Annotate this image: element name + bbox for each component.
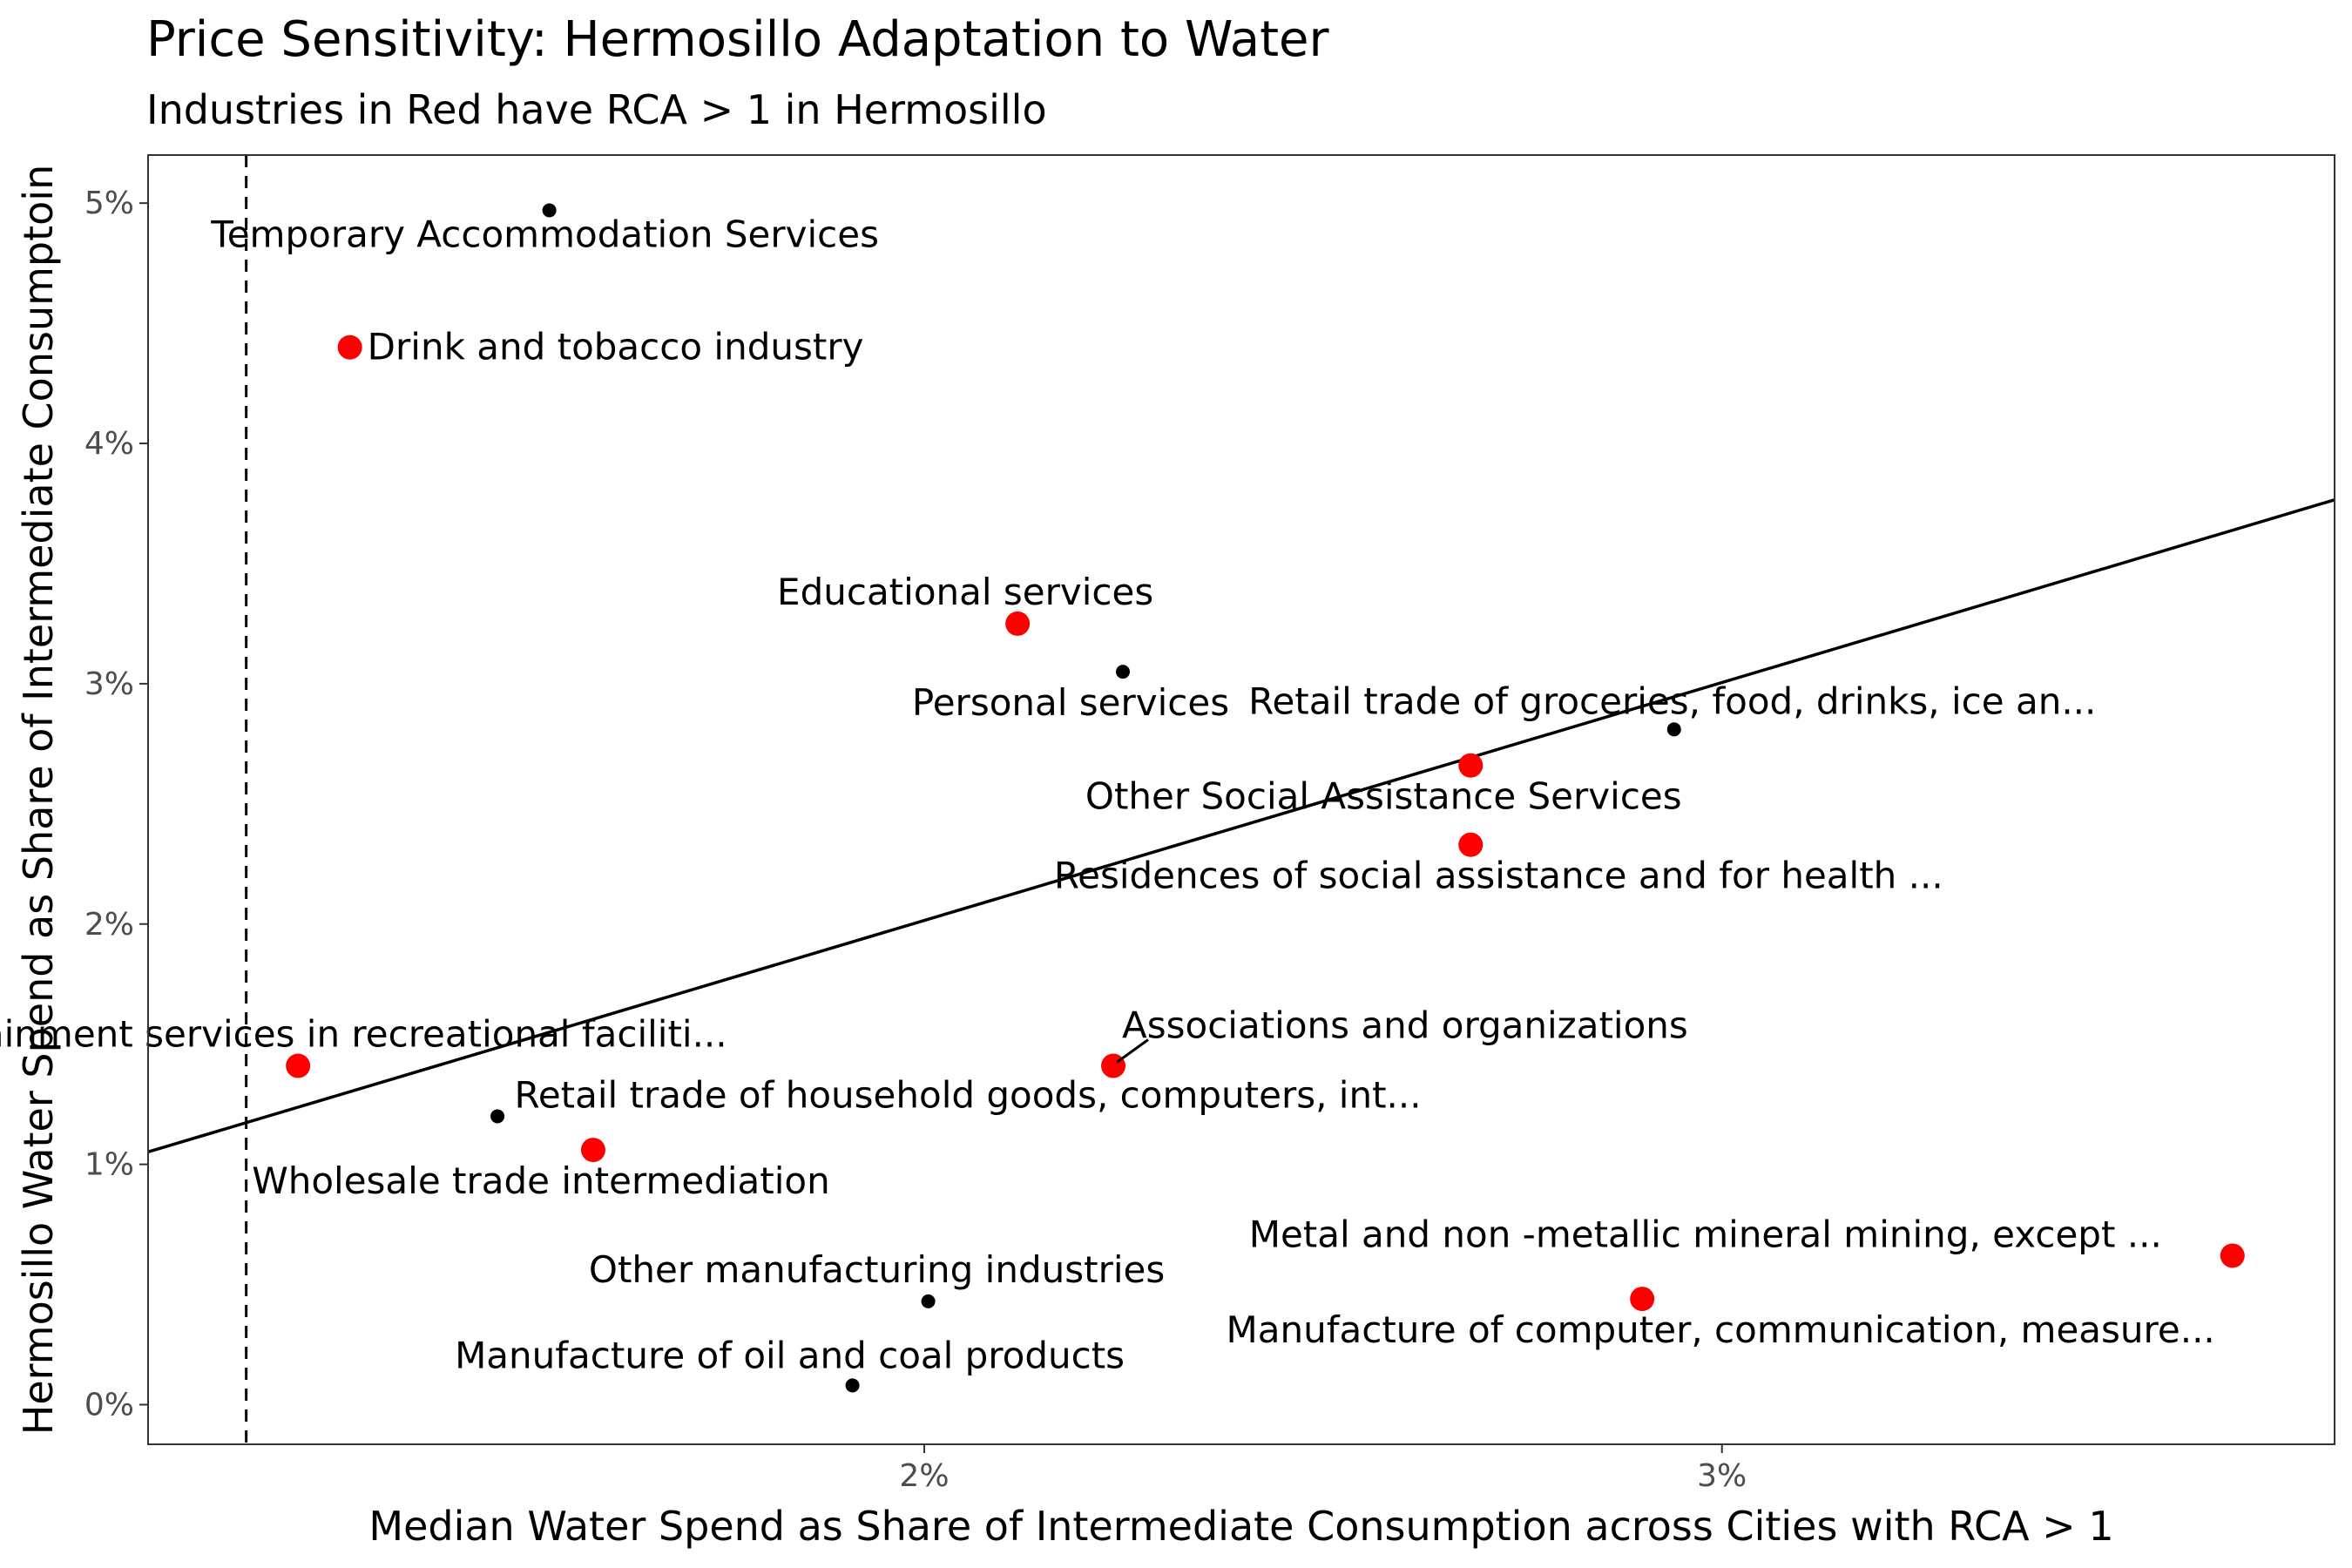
chart-title: Price Sensitivity: Hermosillo Adaptation… [146,11,1329,68]
data-point [921,1294,936,1308]
point-label: Associations and organizations [1122,1004,1688,1047]
x-axis-title: Median Water Spend as Share of Intermedi… [368,1503,2113,1550]
plot-area: 0% 1% 2% 3% 4% 5% 2% 3% Temporary Accommodation … [0,155,2335,1494]
x-tick-label: 3% [1697,1458,1747,1494]
label-leader-line [1116,1038,1149,1064]
plot-panel-border [147,154,2335,1445]
point-label: Entertainment services in recreational f… [0,1013,727,1056]
point-label: Other Social Assistance Services [1085,775,1682,818]
data-point [1005,611,1031,636]
data-point [2220,1243,2245,1268]
y-tick-label: 5% [84,186,134,221]
point-label: Drink and tobacco industry [368,326,864,368]
y-tick-label: 2% [84,907,134,943]
fit-line [148,498,2335,1154]
data-point [286,1053,311,1078]
point-label: Other manufacturing industries [589,1248,1165,1291]
data-point [542,203,557,218]
y-tick-label: 0% [84,1387,134,1423]
data-point [490,1109,505,1124]
y-axis-title: Hermosillo Water Spend as Share of Inter… [15,165,62,1435]
data-point [1116,665,1131,679]
data-point [337,335,362,360]
data-point [580,1138,605,1163]
point-label: Retail trade of groceries, food, drinks,… [1248,679,2096,722]
data-point [1458,832,1484,857]
point-label: Temporary Accommodation Services [210,213,879,255]
data-point [1458,753,1484,778]
point-label: Manufacture of oil and coal products [455,1334,1125,1376]
x-tick-label: 2% [899,1458,949,1494]
point-label: Retail trade of household goods, compute… [515,1073,1422,1116]
point-label: Residences of social assistance and for … [1054,855,1943,897]
data-point [845,1378,860,1393]
data-point [1666,722,1681,737]
y-tick-label: 1% [84,1147,134,1183]
y-tick-label: 3% [84,666,134,702]
point-label: Wholesale trade intermediation [252,1159,830,1202]
point-label: Manufacture of computer, communication, … [1227,1308,2215,1351]
point-label: Personal services [912,681,1229,724]
data-point [1630,1287,1655,1312]
point-label: Metal and non -metallic mineral mining, … [1249,1213,2162,1255]
point-label: Educational services [777,571,1153,613]
chart-subtitle: Industries in Red have RCA > 1 in Hermos… [146,86,1047,133]
y-tick-label: 4% [84,426,134,462]
